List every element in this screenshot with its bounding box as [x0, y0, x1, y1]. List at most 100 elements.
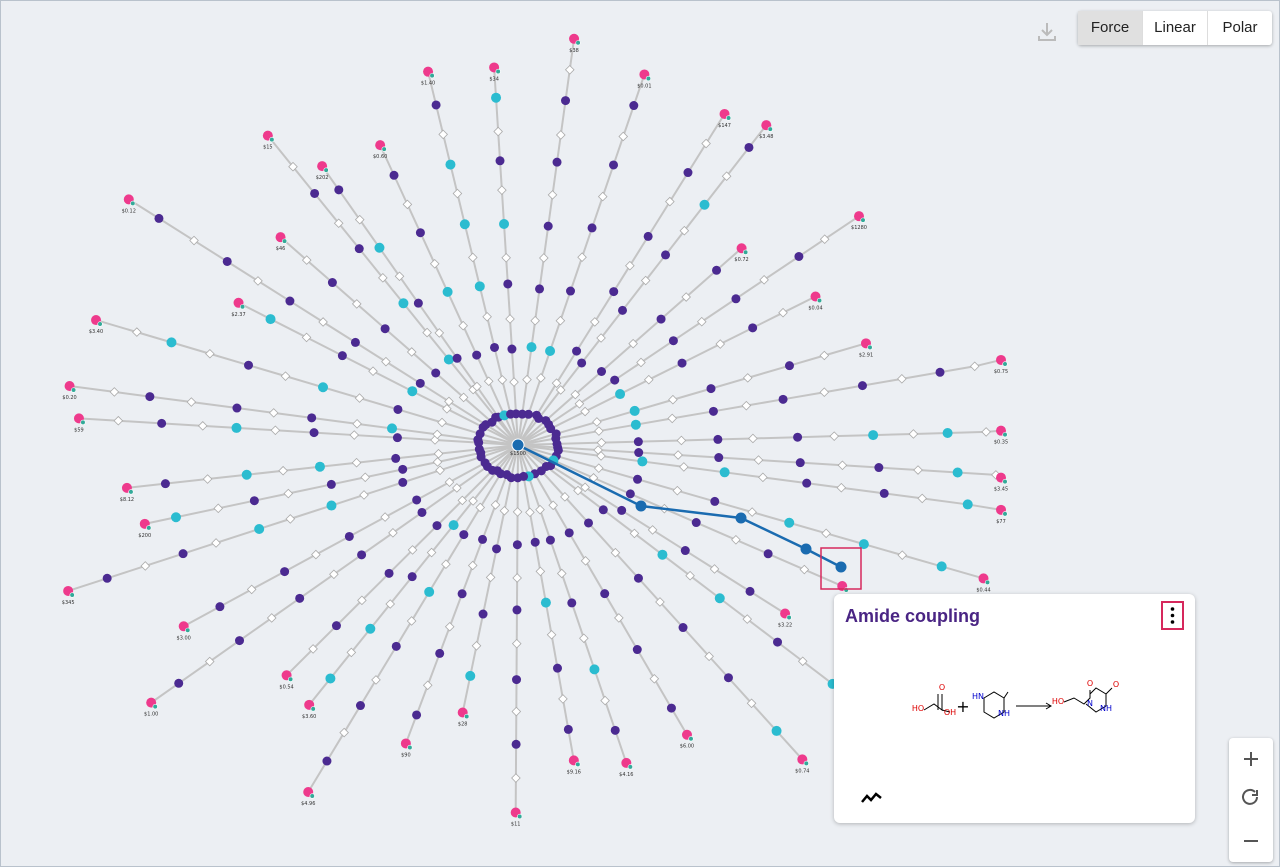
edge: [463, 223, 474, 258]
edge: [735, 538, 769, 555]
edge: [501, 379, 512, 415]
edge: [652, 529, 686, 552]
step-node: [837, 460, 848, 471]
step-node: [530, 315, 540, 326]
molecule-node: [478, 609, 488, 619]
leaf-badge: [725, 115, 732, 121]
edge: [171, 341, 211, 355]
edge: [378, 247, 401, 277]
edge: [580, 337, 602, 364]
zoom-in[interactable]: [1244, 752, 1258, 766]
reset[interactable]: [1242, 788, 1258, 805]
menu-button[interactable]: [1161, 601, 1184, 630]
molecule-node: [617, 505, 627, 515]
edge: [421, 487, 458, 514]
edge: [487, 380, 506, 416]
step-node: [346, 647, 357, 658]
edge: [564, 496, 590, 524]
step-node: [778, 307, 788, 318]
leaf-badge: [867, 344, 873, 350]
step-node: [505, 314, 515, 324]
edge: [559, 290, 572, 322]
edge: [578, 379, 616, 405]
molecule-node: [392, 433, 402, 443]
edge: [678, 454, 719, 459]
leaf-label: $0.12: [122, 208, 136, 214]
step-node: [280, 371, 291, 381]
step-node: [759, 275, 769, 285]
leaf-label: $0.01: [637, 83, 651, 89]
step-node: [266, 613, 277, 623]
edge: [701, 297, 737, 323]
step-node: [570, 389, 581, 400]
edge: [824, 384, 863, 394]
edge: [337, 222, 361, 250]
step-node: [536, 373, 546, 383]
edge: [802, 660, 834, 685]
molecule-node: [443, 354, 454, 365]
step-node: [509, 377, 519, 387]
leaf-label: $15: [263, 145, 273, 151]
leaf-label: $3.00: [177, 635, 191, 641]
edge: [637, 478, 678, 492]
molecule-node: [584, 518, 594, 528]
molecule-node: [552, 663, 562, 673]
edge: [682, 626, 710, 658]
step-node: [821, 528, 831, 539]
edge: [382, 277, 405, 304]
molecule-node: [318, 382, 329, 393]
molecule-node: [632, 645, 642, 655]
step-node: [442, 404, 452, 414]
step-node: [555, 130, 566, 140]
edge: [493, 67, 498, 98]
molecule-node: [714, 453, 724, 463]
molecule-node: [491, 92, 502, 103]
step-node: [758, 472, 768, 483]
step-node: [467, 560, 478, 571]
edge: [178, 660, 211, 685]
reaction-drawing: HO OH O HN NH HO O N NH O +: [861, 679, 1119, 803]
step-node: [629, 528, 640, 539]
edge: [527, 476, 541, 511]
edge: [602, 508, 636, 535]
layout-tab[interactable]: Linear: [1142, 11, 1207, 45]
download-icon[interactable]: [1035, 20, 1059, 44]
edge: [406, 203, 422, 234]
edge: [375, 645, 398, 681]
edge: [136, 331, 172, 344]
edge: [215, 528, 260, 544]
step-node: [483, 376, 494, 387]
molecule-node: [857, 381, 867, 391]
leaf-label: $0.04: [808, 305, 822, 311]
layout-tab[interactable]: Polar: [1207, 11, 1272, 45]
molecule-node: [478, 534, 488, 544]
step-node: [457, 495, 468, 506]
step-node: [189, 235, 199, 246]
edge: [183, 605, 221, 628]
molecule-node: [457, 589, 467, 599]
layout-tab[interactable]: Force: [1078, 11, 1142, 45]
edge: [477, 438, 519, 446]
edge: [684, 549, 716, 570]
edge: [438, 448, 480, 455]
step-node: [580, 406, 590, 417]
molecule-node: [435, 648, 445, 658]
step-node: [359, 490, 369, 500]
molecule-node: [459, 530, 469, 540]
step-node: [628, 338, 638, 349]
edge: [489, 548, 498, 578]
molecule-node: [566, 286, 576, 296]
edge: [356, 422, 393, 430]
step-node: [406, 347, 417, 357]
step-node: [213, 503, 224, 514]
edge: [343, 705, 362, 734]
step-node: [512, 573, 522, 583]
edge: [456, 357, 478, 388]
leaf-label: $6.00: [680, 744, 694, 750]
leaf-badge: [1002, 479, 1008, 485]
edge: [209, 639, 241, 663]
edge: [257, 280, 291, 302]
edge: [333, 554, 363, 576]
edge: [614, 552, 640, 579]
step-node: [558, 694, 568, 704]
